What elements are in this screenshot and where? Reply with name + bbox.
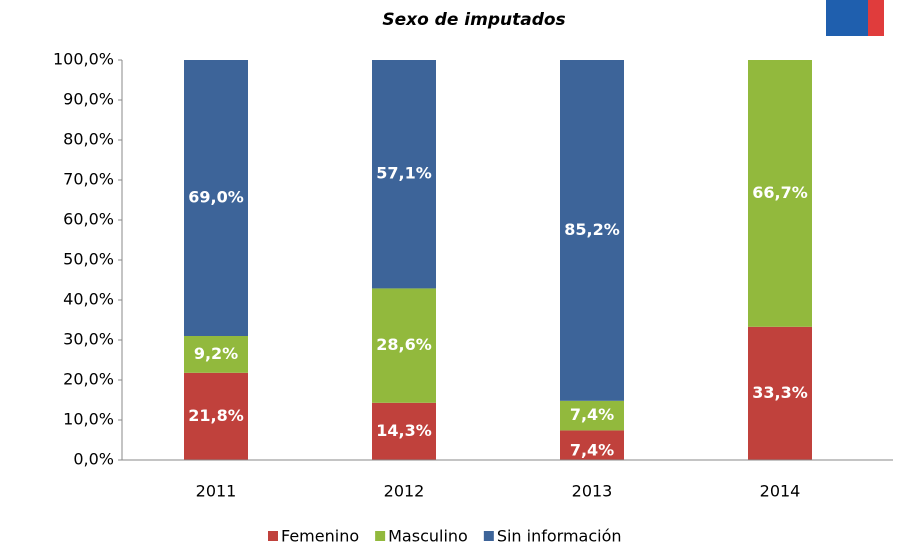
bar-segment: [560, 430, 624, 460]
y-tick-label: 10,0%: [63, 410, 114, 429]
y-tick-label: 0,0%: [73, 450, 114, 469]
legend-swatch: [268, 531, 278, 541]
legend-label: Masculino: [388, 527, 468, 546]
y-tick-label: 100,0%: [53, 50, 114, 69]
bar-segment: [372, 288, 436, 403]
flag-blue: [826, 0, 868, 36]
bar-segment: [184, 60, 248, 336]
legend-label: Femenino: [281, 527, 359, 546]
legend-label: Sin información: [497, 527, 622, 546]
value-label: 85,2%: [564, 220, 620, 239]
y-tick-label: 20,0%: [63, 370, 114, 389]
x-tick-label: 2014: [760, 482, 801, 501]
value-label: 28,6%: [376, 335, 432, 354]
legend-swatch: [483, 531, 494, 541]
value-label: 7,4%: [570, 405, 614, 424]
value-label: 9,2%: [194, 344, 238, 363]
y-tick-label: 30,0%: [63, 330, 114, 349]
bar-segment: [372, 60, 436, 289]
flag-red: [868, 0, 884, 36]
bar-segment: [748, 326, 812, 460]
y-tick-label: 40,0%: [63, 290, 114, 309]
y-tick-label: 70,0%: [63, 170, 114, 189]
bar-segment: [560, 60, 624, 401]
y-tick-label: 90,0%: [63, 90, 114, 109]
value-label: 7,4%: [570, 441, 614, 460]
value-label: 66,7%: [752, 183, 808, 202]
bar-segment: [184, 372, 248, 460]
value-label: 33,3%: [752, 383, 808, 402]
x-tick-label: 2013: [572, 482, 613, 501]
value-label: 57,1%: [376, 164, 432, 183]
bar-segment: [372, 402, 436, 460]
x-tick-label: 2012: [384, 482, 425, 501]
value-label: 21,8%: [188, 406, 244, 425]
value-label: 14,3%: [376, 421, 432, 440]
value-label: 69,0%: [188, 188, 244, 207]
chart-title: Sexo de imputados: [382, 10, 565, 30]
y-tick-label: 60,0%: [63, 210, 114, 229]
bar-segment: [748, 60, 812, 327]
y-tick-label: 50,0%: [63, 250, 114, 269]
bar-segment: [560, 400, 624, 431]
legend-swatch: [375, 531, 386, 541]
bar-segment: [184, 336, 248, 373]
x-tick-label: 2011: [196, 482, 237, 501]
y-tick-label: 80,0%: [63, 130, 114, 149]
